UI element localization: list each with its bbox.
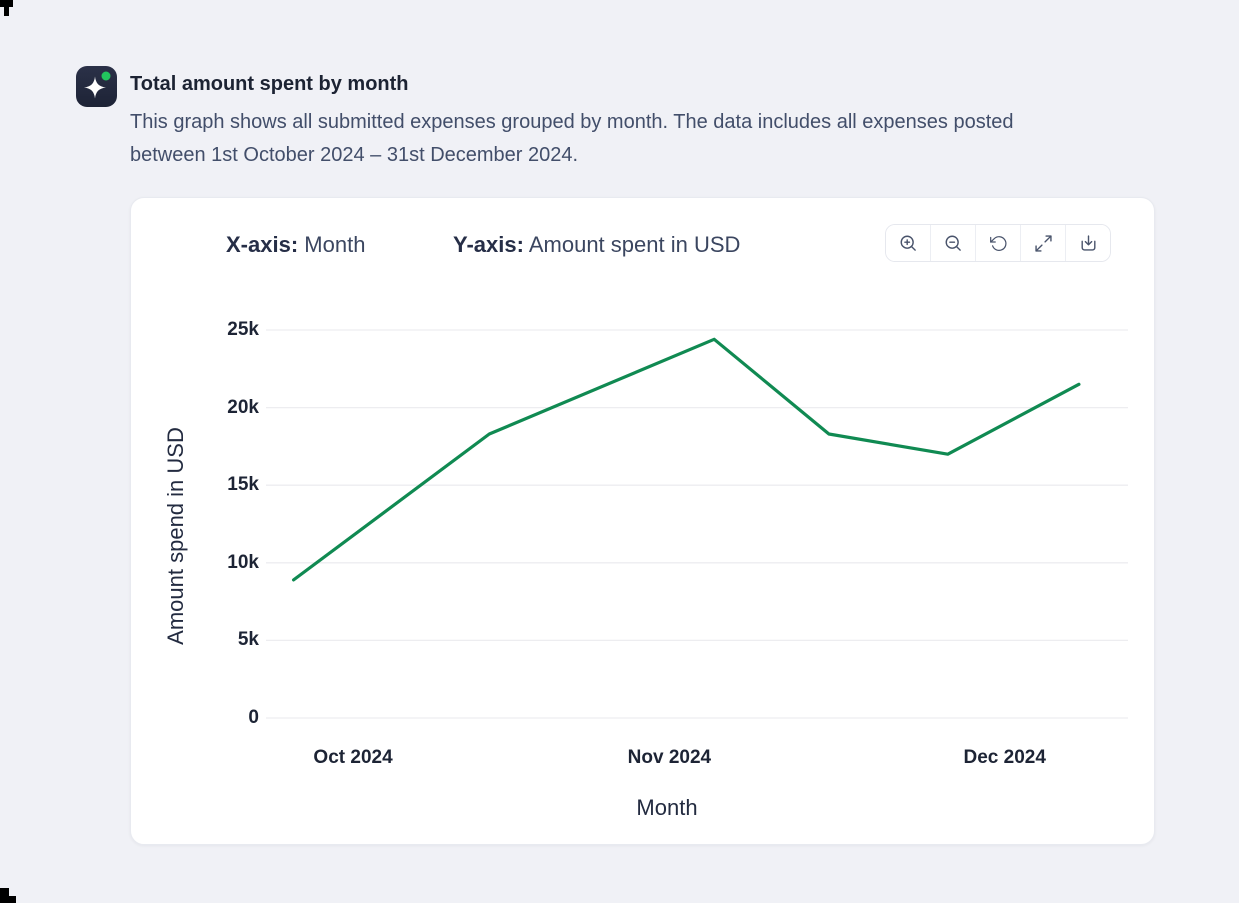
x-axis-tick-label: Nov 2024	[627, 747, 712, 768]
zoom-out-button[interactable]	[930, 225, 975, 261]
y-axis-tick-label: 10k	[227, 551, 259, 573]
y-axis-tick-label: 20k	[227, 396, 259, 418]
green-dot	[101, 71, 111, 81]
y-axis-tick-label: 5k	[237, 629, 259, 651]
screen-corner-artifact-bottom-left	[0, 888, 9, 903]
y-axis-title: Amount spend in USD	[163, 427, 188, 645]
zoom-out-icon	[945, 235, 961, 251]
sparkle-icon	[84, 71, 111, 99]
x-axis-legend: X-axis: Month	[226, 231, 365, 259]
fullscreen-button[interactable]	[1020, 225, 1065, 261]
page-title: Total amount spent by month	[130, 73, 409, 95]
chart-toolbar	[885, 224, 1111, 262]
x-axis-title: Month	[636, 795, 698, 820]
zoom-in-button[interactable]	[886, 225, 930, 261]
reset-button[interactable]	[975, 225, 1020, 261]
y-axis-legend-key: Y-axis:	[453, 232, 524, 257]
y-axis-legend-value: Amount spent in USD	[528, 232, 741, 257]
screen-corner-artifact-top-left	[0, 0, 13, 7]
page-description-line1: This graph shows all submitted expenses …	[130, 111, 1014, 133]
page-description-line2: between 1st October 2024 – 31st December…	[130, 144, 579, 166]
chart-card: X-axis: Month Y-axis: Amount spent in US…	[130, 197, 1155, 845]
download-icon	[1081, 234, 1095, 251]
y-axis-tick-label: 25k	[227, 319, 259, 340]
x-axis-tick-label: Oct 2024	[313, 747, 393, 768]
zoom-in-icon	[900, 235, 916, 251]
chart-area: Amount spend in USD Month 0 5k 10k 15k 20k 25…	[131, 198, 1154, 844]
screen-corner-artifact-top-left-2	[4, 7, 9, 16]
x-axis-tick-label: Dec 2024	[963, 747, 1046, 768]
y-axis-legend: Y-axis: Amount spent in USD	[453, 231, 740, 259]
x-axis-legend-value: Month	[304, 232, 366, 257]
screen-corner-artifact-bottom-left-2	[9, 896, 16, 903]
x-axis-legend-key: X-axis:	[226, 232, 299, 257]
page-description: This graph shows all submitted expenses …	[130, 106, 1190, 172]
y-axis-tick-label: 15k	[227, 474, 259, 496]
y-axis-tick-label: 0	[248, 707, 259, 728]
download-button[interactable]	[1065, 225, 1110, 261]
line-chart[interactable]	[266, 298, 1128, 738]
sparkle-app-tile	[76, 66, 117, 107]
fullscreen-icon	[1034, 234, 1052, 252]
reset-icon	[989, 235, 1006, 251]
